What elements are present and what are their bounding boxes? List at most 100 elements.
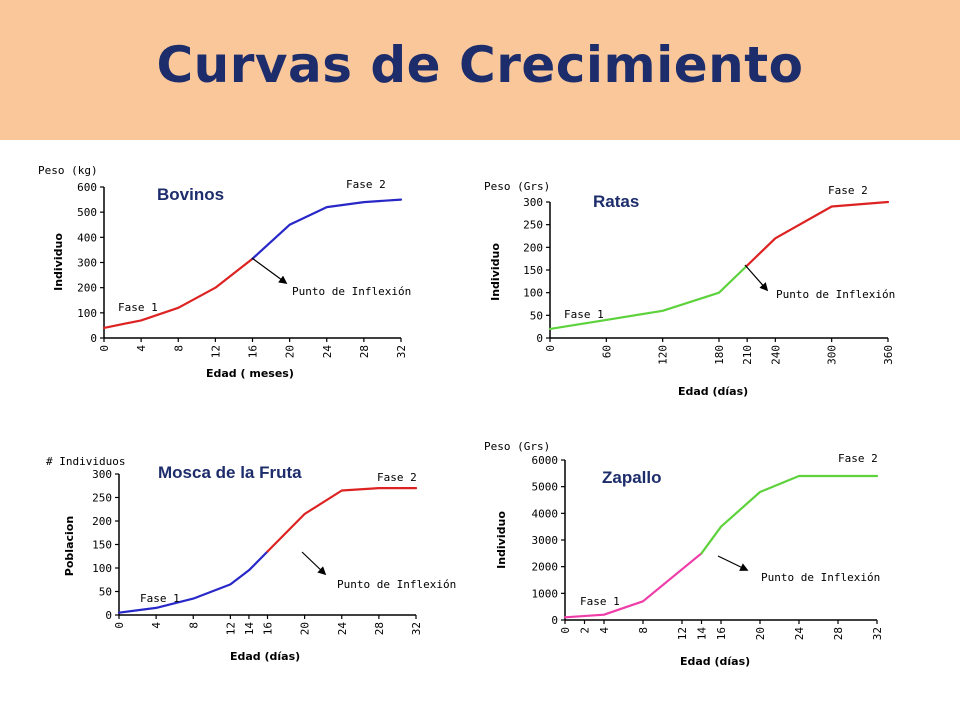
y-tick-label: 400 <box>77 231 97 244</box>
series-line-1 <box>563 552 703 619</box>
y-tick-label: 600 <box>77 181 97 194</box>
x-tick-label: 24 <box>321 345 334 359</box>
x-tick-label: 24 <box>793 627 806 641</box>
x-tick-label: 300 <box>826 345 839 365</box>
series-line-2 <box>266 486 418 553</box>
x-tick-label: 8 <box>637 627 650 634</box>
chart-bovinos: 0 100 200 300 400 500 600 0 4 8 12 16 20 24 28 32 Bovino… <box>38 164 411 380</box>
y-tick-label: 200 <box>77 282 97 295</box>
series-line-2 <box>251 198 403 260</box>
inflection-arrow <box>251 257 288 284</box>
y-tick-label: 150 <box>92 539 112 552</box>
x-axis-label: Edad ( meses) <box>206 367 294 380</box>
y-tick-label: 100 <box>77 307 97 320</box>
y-unit-label: Peso (Grs) <box>484 440 550 453</box>
x-tick-label: 8 <box>172 345 185 352</box>
y-axis-label: Individuo <box>489 243 502 301</box>
x-axis-label: Edad (días) <box>230 650 300 663</box>
y-tick-label: 300 <box>77 257 97 270</box>
chart-ratas: 0 50 100 150 200 250 300 0 60 120 180 210 240 300 360 R… <box>484 180 895 398</box>
species-label: Ratas <box>593 192 639 211</box>
inflection-label: Punto de Inflexión <box>776 288 895 301</box>
inflection-label: Punto de Inflexión <box>761 571 880 584</box>
x-tick-label: 32 <box>410 622 423 635</box>
x-tick-label: 8 <box>187 622 200 629</box>
x-tick-label: 32 <box>395 345 408 358</box>
x-tick-label: 240 <box>769 345 782 365</box>
y-tick-label: 50 <box>99 586 112 599</box>
y-tick-label: 5000 <box>532 481 559 494</box>
y-tick-label: 300 <box>523 196 543 209</box>
y-tick-label: 150 <box>523 264 543 277</box>
y-tick-label: 250 <box>523 219 543 232</box>
inflection-label: Punto de Inflexión <box>292 285 411 298</box>
y-tick-label: 1000 <box>532 587 559 600</box>
y-tick-label: 6000 <box>532 454 559 467</box>
y-axis-label: Individuo <box>495 511 508 569</box>
x-tick-label: 20 <box>284 345 297 358</box>
x-tick-label: 60 <box>600 345 613 358</box>
y-tick-label: 2000 <box>532 561 559 574</box>
x-tick-label: 24 <box>336 622 349 636</box>
x-tick-label: 4 <box>598 627 611 634</box>
y-tick-label: 50 <box>530 309 543 322</box>
series-line-1 <box>117 550 269 614</box>
y-unit-label: Peso (Grs) <box>484 180 550 193</box>
y-axis-label: Poblacion <box>63 516 76 576</box>
y-tick-label: 300 <box>92 468 112 481</box>
x-tick-label: 14 <box>243 622 256 636</box>
x-tick-label: 12 <box>224 622 237 635</box>
y-tick-label: 100 <box>92 562 112 575</box>
y-tick-label: 500 <box>77 206 97 219</box>
x-tick-label: 120 <box>657 345 670 365</box>
x-tick-label: 210 <box>741 345 754 365</box>
x-axis-label: Edad (días) <box>678 385 748 398</box>
species-label: Mosca de la Fruta <box>158 463 302 482</box>
y-tick-label: 0 <box>536 332 543 345</box>
x-tick-label: 4 <box>135 345 148 352</box>
phase1-label: Fase 1 <box>140 592 180 605</box>
x-tick-label: 16 <box>247 345 260 358</box>
y-tick-label: 0 <box>551 614 558 627</box>
species-label: Bovinos <box>157 185 224 204</box>
x-tick-label: 2 <box>579 627 592 634</box>
x-tick-label: 360 <box>882 345 895 365</box>
x-tick-label: 180 <box>713 345 726 365</box>
y-tick-label: 3000 <box>532 534 559 547</box>
x-tick-label: 14 <box>696 627 709 641</box>
x-tick-label: 16 <box>262 622 275 635</box>
x-tick-label: 32 <box>871 627 884 640</box>
x-tick-label: 28 <box>358 345 371 358</box>
series-line-1 <box>102 257 254 329</box>
title-banner <box>0 0 960 140</box>
y-unit-label: # Individuos <box>46 455 125 468</box>
x-tick-label: 20 <box>299 622 312 635</box>
x-tick-label: 0 <box>544 345 557 352</box>
inflection-arrow <box>301 551 327 576</box>
y-tick-label: 200 <box>523 241 543 254</box>
x-tick-label: 0 <box>113 622 126 629</box>
inflection-arrow <box>717 555 749 571</box>
x-tick-label: 4 <box>150 622 163 629</box>
inflection-arrow <box>744 264 769 292</box>
x-tick-label: 16 <box>715 627 728 640</box>
x-tick-label: 28 <box>373 622 386 635</box>
x-tick-label: 12 <box>209 345 222 358</box>
chart-mosca-de-la-fruta: 0 50 100 150 200 250 300 0 4 8 12 14 16 20 24 28 32 Mosca… <box>46 455 456 663</box>
y-unit-label: Peso (kg) <box>38 164 98 177</box>
inflection-label: Punto de Inflexión <box>337 578 456 591</box>
page-title: Curvas de Crecimiento <box>156 36 804 94</box>
phase2-label: Fase 2 <box>377 471 417 484</box>
phase1-label: Fase 1 <box>118 301 158 314</box>
phase1-label: Fase 1 <box>580 595 620 608</box>
y-axis-label: Individuo <box>52 233 65 291</box>
phase2-label: Fase 2 <box>838 452 878 465</box>
x-tick-label: 0 <box>559 627 572 634</box>
series-line-2 <box>746 200 890 267</box>
phase2-label: Fase 2 <box>346 178 386 191</box>
series-line-2 <box>700 474 879 555</box>
y-tick-label: 100 <box>523 287 543 300</box>
y-tick-label: 0 <box>105 609 112 622</box>
x-tick-label: 0 <box>98 345 111 352</box>
